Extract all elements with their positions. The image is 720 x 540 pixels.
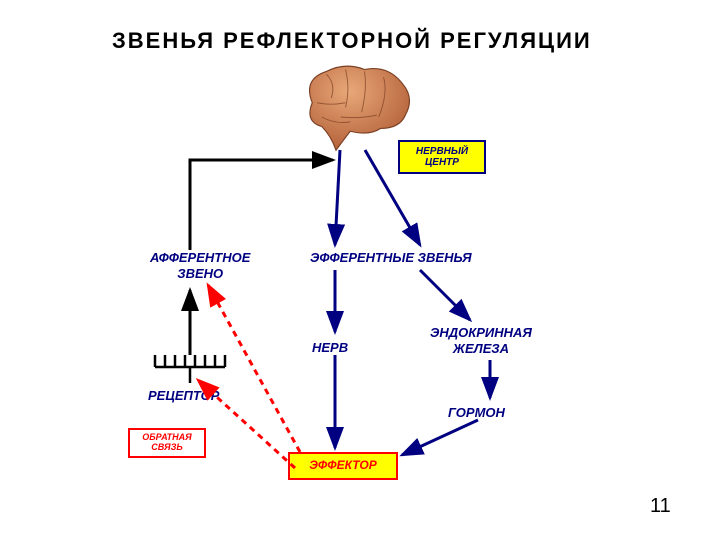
- feedback-box: ОБРАТНАЯ СВЯЗЬ: [128, 428, 206, 458]
- hormone-label: ГОРМОН: [448, 405, 505, 421]
- effector-box: ЭФФЕКТОР: [288, 452, 398, 480]
- nerve-center-box: НЕРВНЫЙ ЦЕНТР: [398, 140, 486, 174]
- nerve-label: НЕРВ: [312, 340, 348, 356]
- page-number: 11: [650, 495, 671, 518]
- arrow-efferent_to_endocrine: [420, 270, 470, 320]
- afferent-label: АФФЕРЕНТНОЕ ЗВЕНО: [150, 250, 250, 281]
- receptor-label: РЕЦЕПТОР: [148, 388, 219, 404]
- arrow-feedback_effector_to_afferent: [208, 285, 300, 452]
- efferent-label: ЭФФЕРЕНТНЫЕ ЗВЕНЬЯ: [310, 250, 472, 266]
- endocrine-label: ЭНДОКРИННАЯ ЖЕЛЕЗА: [430, 325, 532, 356]
- arrow-afferent_up_corner_to_brain: [190, 160, 333, 250]
- page-title: ЗВЕНЬЯ РЕФЛЕКТОРНОЙ РЕГУЛЯЦИИ: [112, 28, 592, 54]
- arrow-hormone_to_effector: [402, 420, 478, 455]
- arrow-brain_to_efferent_left: [335, 150, 340, 245]
